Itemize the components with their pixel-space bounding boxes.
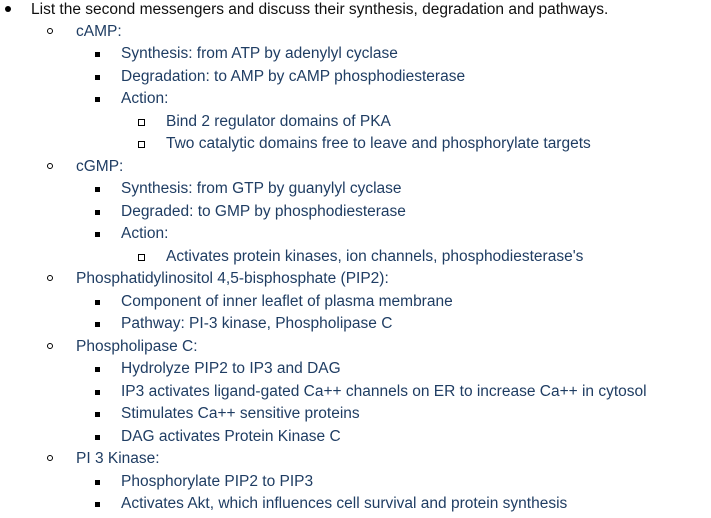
- cgmp-action-text: Action:: [121, 225, 169, 242]
- camp-action-text: Action:: [121, 90, 169, 107]
- pip2-item-text: Pathway: PI-3 kinase, Phospholipase C: [121, 315, 393, 332]
- pip2-label: Phosphatidylinositol 4,5-bisphosphate (P…: [76, 270, 389, 287]
- plc-item-text: Stimulates Ca++ sensitive proteins: [121, 405, 360, 422]
- camp-action-item-text: Bind 2 regulator domains of PKA: [166, 113, 391, 130]
- plc-item-text: DAG activates Protein Kinase C: [121, 428, 341, 445]
- camp-degradation-text: Degradation: to AMP by cAMP phosphodiest…: [121, 68, 466, 85]
- cgmp-degradation-text: Degraded: to GMP by phosphodiesterase: [121, 203, 406, 220]
- heading-text: List the second messengers and discuss t…: [31, 1, 609, 18]
- plc-label: Phospholipase C:: [76, 338, 198, 355]
- cgmp-action-item-text: Activates protein kinases, ion channels,…: [166, 248, 584, 265]
- pi3k-item-text: Activates Akt, which influences cell sur…: [121, 495, 568, 512]
- camp-action-item-text: Two catalytic domains free to leave and …: [166, 135, 591, 152]
- plc-item-text: Hydrolyze PIP2 to IP3 and DAG: [121, 360, 341, 377]
- plc-item-text: IP3 activates ligand-gated Ca++ channels…: [121, 383, 647, 400]
- cgmp-synthesis-text: Synthesis: from GTP by guanylyl cyclase: [121, 180, 402, 197]
- camp-label: cAMP:: [76, 23, 122, 40]
- pi3k-label: PI 3 Kinase:: [76, 450, 160, 467]
- camp-synthesis-text: Synthesis: from ATP by adenylyl cyclase: [121, 45, 398, 62]
- pip2-item-text: Component of inner leaflet of plasma mem…: [121, 293, 453, 310]
- pi3k-item-text: Phosphorylate PIP2 to PIP3: [121, 473, 314, 490]
- cgmp-label: cGMP:: [76, 158, 124, 175]
